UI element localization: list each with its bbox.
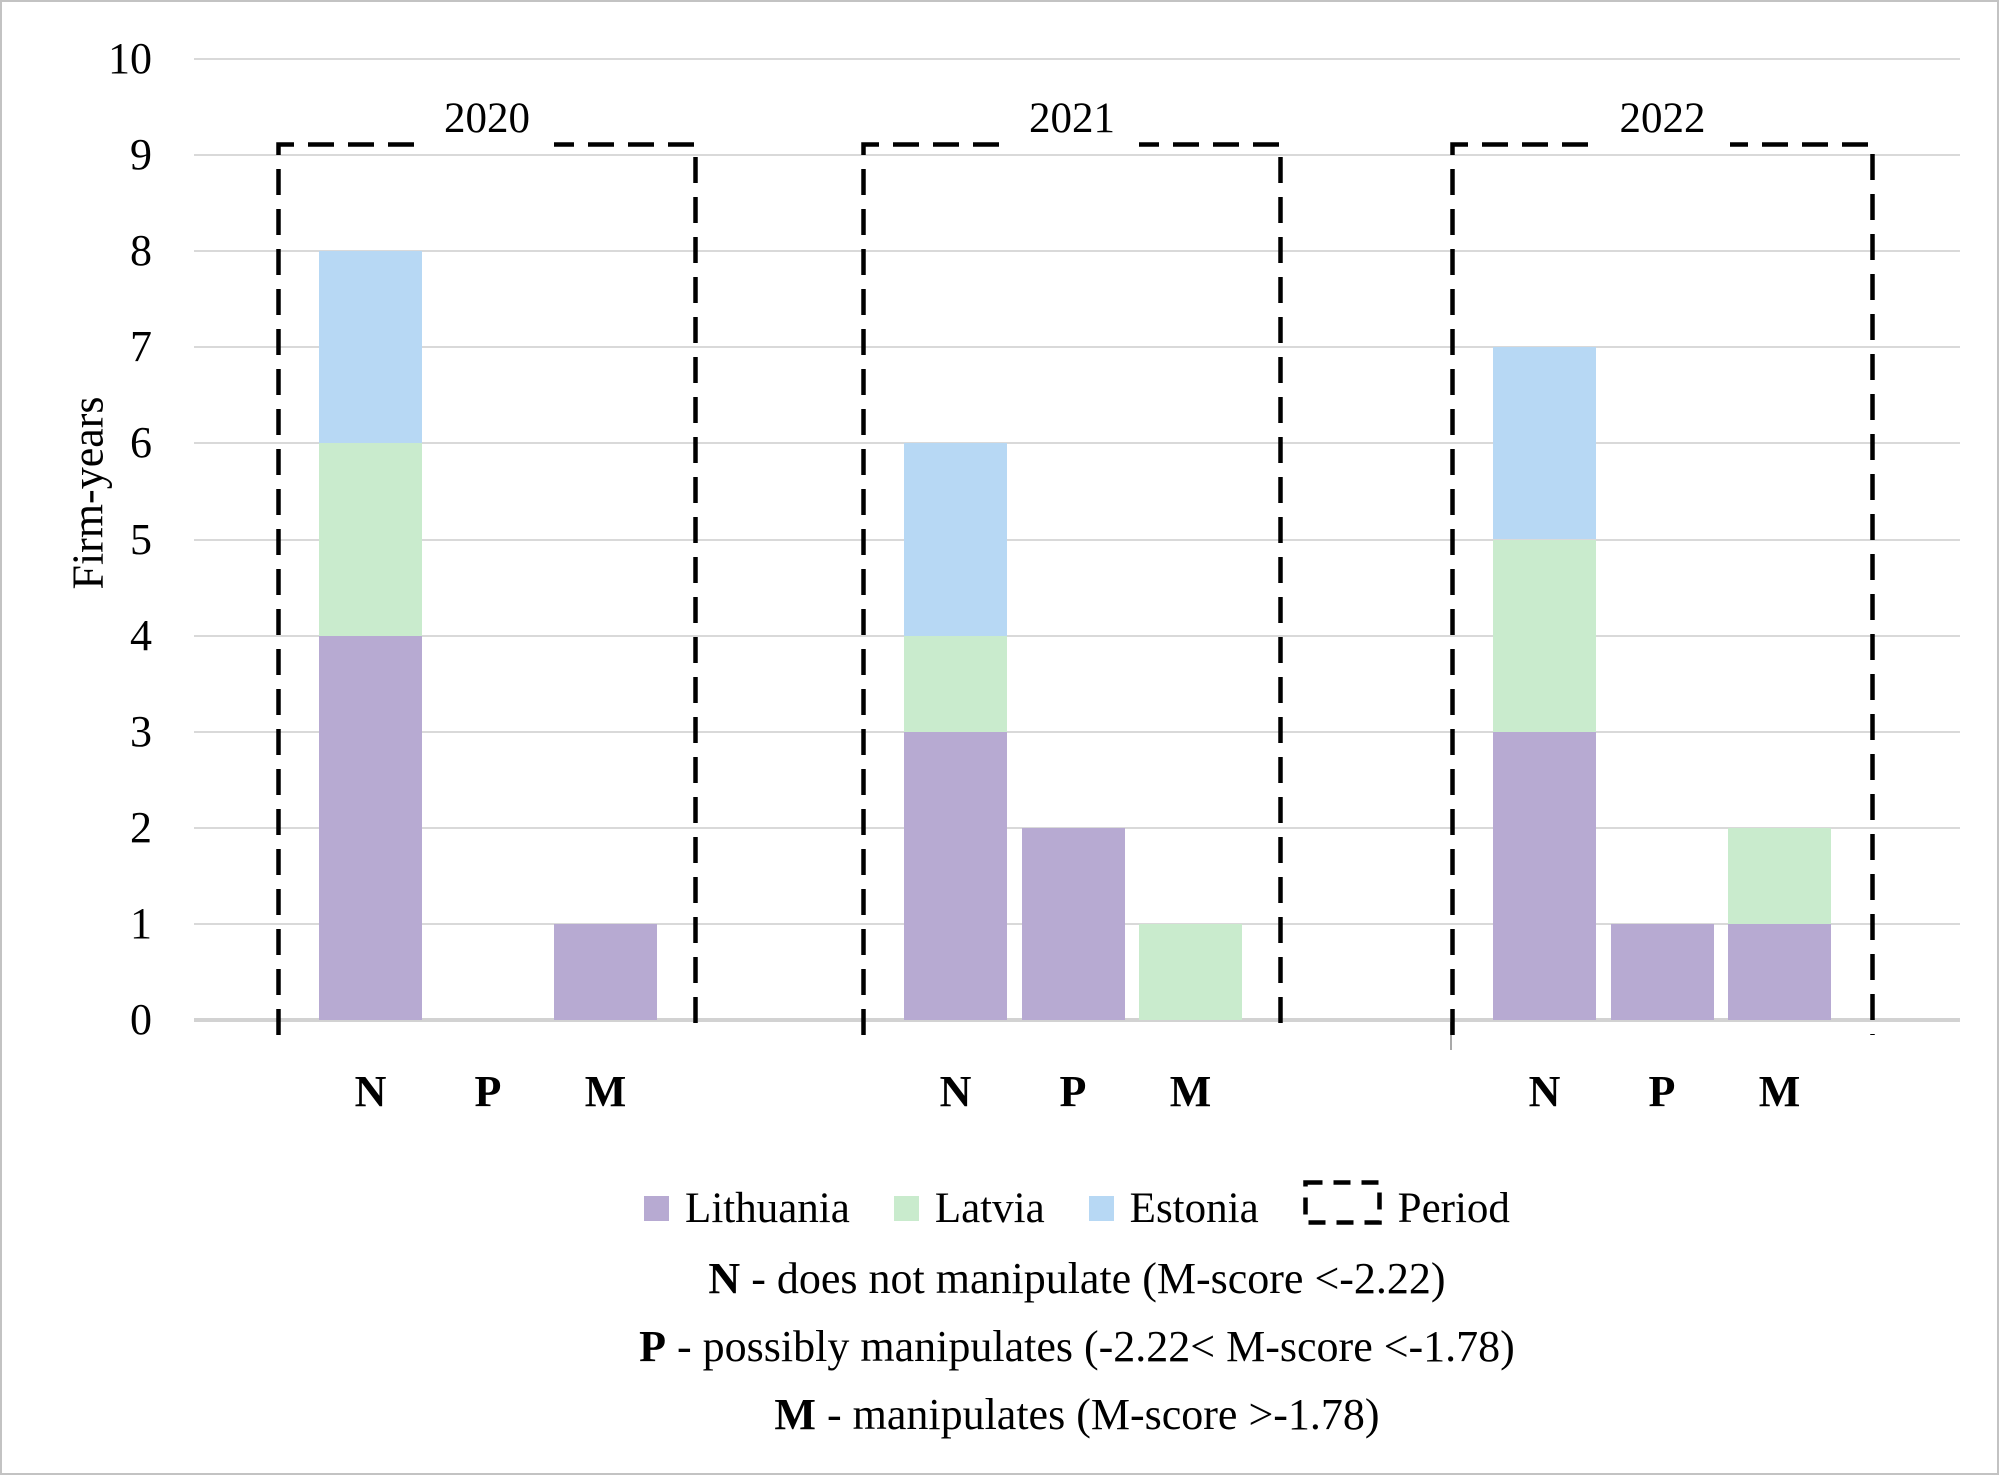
- bar-segment-lithuania: [904, 731, 1007, 1020]
- note-line-n: N - does not manipulate (M-score <-2.22): [194, 1245, 1960, 1313]
- legend-item-period: Period: [1302, 1180, 1510, 1236]
- gridline: [194, 346, 1960, 349]
- legend-label-lithuania: Lithuania: [685, 1184, 850, 1232]
- y-tick-label: 8: [130, 226, 152, 276]
- lithuania-swatch-icon: [644, 1195, 670, 1221]
- notes-block: N - does not manipulate (M-score <-2.22)…: [194, 1245, 1960, 1449]
- category-label-n: N: [939, 1067, 972, 1116]
- bar-segment-lithuania: [1021, 827, 1125, 1020]
- legend-item-lithuania: Lithuania: [644, 1184, 850, 1233]
- gridline: [194, 538, 1960, 541]
- axis-tick-mark: [1450, 1022, 1452, 1050]
- y-tick-label: 7: [130, 322, 152, 372]
- note-text-p: - possibly manipulates (-2.22< M-score <…: [666, 1322, 1515, 1371]
- y-tick-label: 6: [130, 418, 152, 468]
- y-tick-label: 0: [130, 995, 152, 1044]
- period-label-wrap: 2020: [279, 87, 695, 151]
- category-label-n: N: [354, 1067, 387, 1116]
- period-box-2021: [861, 142, 1283, 1035]
- latvia-swatch-icon: [893, 1195, 919, 1221]
- gridline: [194, 58, 1960, 60]
- y-tick-label: 2: [130, 802, 152, 852]
- category-label-p: P: [1059, 1067, 1087, 1116]
- note-key-m: M: [774, 1390, 816, 1439]
- bar-segment-latvia: [1493, 539, 1596, 732]
- x-axis-line: [194, 1018, 1960, 1022]
- category-label-n: N: [1528, 1067, 1561, 1116]
- bar-segment-lithuania: [319, 635, 422, 1020]
- gridline: [194, 634, 1960, 637]
- period-label-2020: 2020: [420, 87, 554, 151]
- y-tick-label: 1: [130, 898, 152, 948]
- category-label-m: M: [1758, 1067, 1801, 1116]
- note-line-m: M - manipulates (M-score >-1.78): [194, 1381, 1960, 1449]
- note-text-m: - manipulates (M-score >-1.78): [815, 1390, 1380, 1439]
- bar-segment-estonia: [904, 443, 1007, 636]
- period-label-wrap: 2021: [864, 87, 1280, 151]
- note-text-n: - does not manipulate (M-score <-2.22): [740, 1254, 1446, 1303]
- category-label-m: M: [584, 1067, 627, 1116]
- y-tick-label: 5: [130, 514, 152, 564]
- note-line-p: P - possibly manipulates (-2.22< M-score…: [194, 1313, 1960, 1381]
- period-box-2020: [276, 142, 698, 1035]
- legend-label-period: Period: [1397, 1184, 1510, 1232]
- bar-segment-latvia: [1139, 923, 1242, 1020]
- legend-label-estonia: Estonia: [1129, 1184, 1259, 1232]
- dashed-box-icon: [1302, 1180, 1382, 1236]
- gridline: [194, 250, 1960, 253]
- y-tick-label: 9: [130, 130, 152, 180]
- bar-segment-estonia: [319, 251, 422, 444]
- legend-item-estonia: Estonia: [1088, 1184, 1259, 1233]
- period-box-2022: [1450, 142, 1875, 1035]
- y-tick-label: 4: [130, 610, 152, 660]
- legend-item-latvia: Latvia: [893, 1184, 1045, 1233]
- gridline: [194, 154, 1960, 157]
- period-label-2021: 2021: [1005, 87, 1139, 151]
- bar-segment-lithuania: [1728, 923, 1831, 1020]
- bar-segment-latvia: [1728, 827, 1831, 924]
- y-tick-label: 10: [108, 34, 152, 83]
- period-label-2022: 2022: [1595, 87, 1730, 151]
- note-key-p: P: [639, 1322, 667, 1371]
- category-label-p: P: [1648, 1067, 1676, 1116]
- note-key-n: N: [708, 1254, 741, 1303]
- bar-segment-latvia: [904, 635, 1007, 732]
- bar-segment-lithuania: [554, 923, 657, 1020]
- gridline: [194, 730, 1960, 733]
- bar-segment-lithuania: [1493, 731, 1596, 1020]
- bar-segment-lithuania: [1610, 923, 1714, 1020]
- y-tick-label: 3: [130, 706, 152, 756]
- legend-label-latvia: Latvia: [934, 1184, 1045, 1232]
- category-label-m: M: [1169, 1067, 1212, 1116]
- estonia-swatch-icon: [1088, 1195, 1114, 1221]
- period-label-wrap: 2022: [1453, 87, 1872, 151]
- bar-segment-estonia: [1493, 347, 1596, 540]
- category-label-p: P: [474, 1067, 502, 1116]
- bar-segment-latvia: [319, 443, 422, 636]
- gridline: [194, 442, 1960, 445]
- legend: Lithuania Latvia Estonia Period: [194, 1180, 1960, 1236]
